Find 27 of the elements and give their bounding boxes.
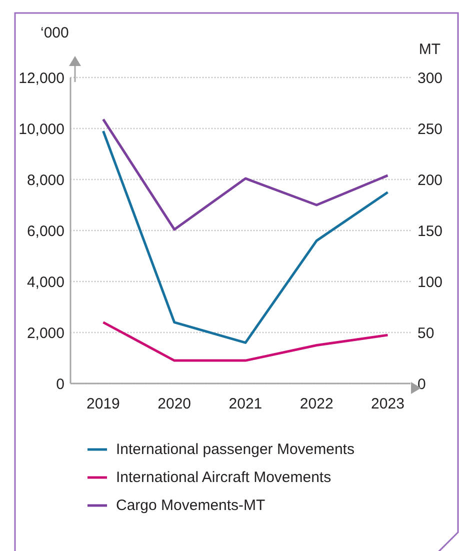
y2-tick-label: 0 [418, 376, 426, 393]
line-series [102, 130, 389, 344]
y-tick-label: 8,000 [26, 172, 65, 189]
x-tick-label: 2022 [300, 396, 334, 412]
y-tick-label: 10,000 [18, 121, 65, 138]
y2-tick-label: 50 [418, 325, 434, 342]
x-tick-label: 2021 [228, 396, 262, 412]
y-tick-label: 4,000 [26, 274, 65, 291]
y2-tick-label: 150 [418, 223, 443, 240]
y-tick-label: 0 [56, 376, 64, 393]
y-tick-label: 6,000 [26, 223, 65, 240]
legend-label: Cargo Movements-MT [116, 496, 266, 515]
y2-axis-title: MT [418, 41, 441, 58]
y-tick-label: 12,000 [18, 70, 65, 87]
x-tick-label: 2019 [86, 396, 120, 412]
line-series [102, 118, 389, 231]
y-tick-label: 2,000 [26, 325, 65, 342]
line-series [102, 321, 389, 362]
y2-tick-label: 200 [418, 172, 443, 189]
x-tick-label: 2023 [371, 396, 404, 412]
legend-label: International passenger Movements [116, 440, 354, 459]
legend-label: International Aircraft Movements [116, 468, 332, 487]
y2-tick-label: 100 [418, 274, 443, 291]
y2-tick-label: 300 [418, 70, 443, 87]
x-tick-label: 2020 [158, 396, 192, 412]
y2-tick-label: 250 [418, 121, 443, 138]
y-axis-title: ‘000 [40, 24, 69, 42]
